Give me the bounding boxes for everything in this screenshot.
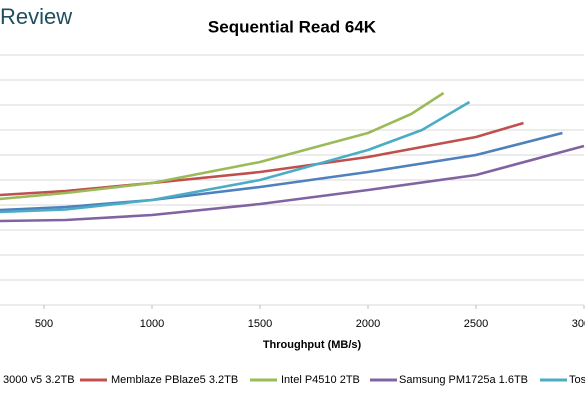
x-tick-label: 1000 xyxy=(140,318,164,330)
chart-title: Sequential Read 64K xyxy=(208,17,377,36)
series-line xyxy=(0,144,585,223)
x-tick-label: 2500 xyxy=(464,318,488,330)
series-line xyxy=(0,91,445,201)
brand: Review xyxy=(0,4,72,29)
x-tick-label: 1500 xyxy=(248,318,272,330)
legend-label: 3000 v5 3.2TB xyxy=(3,374,75,386)
x-tick-label: 500 xyxy=(35,318,53,330)
legend-label: Memblaze PBlaze5 3.2TB xyxy=(111,374,238,386)
series-line xyxy=(0,121,524,197)
x-tick-label: 3000 xyxy=(572,318,585,330)
legend-label: Tos xyxy=(569,374,585,386)
series-line xyxy=(0,100,471,214)
legend-label: Intel P4510 2TB xyxy=(281,374,360,386)
series-line xyxy=(0,131,563,212)
x-tick-label: 2000 xyxy=(356,318,380,330)
x-axis-label: Throughput (MB/s) xyxy=(263,339,362,351)
legend-label: Samsung PM1725a 1.6TB xyxy=(399,374,528,386)
